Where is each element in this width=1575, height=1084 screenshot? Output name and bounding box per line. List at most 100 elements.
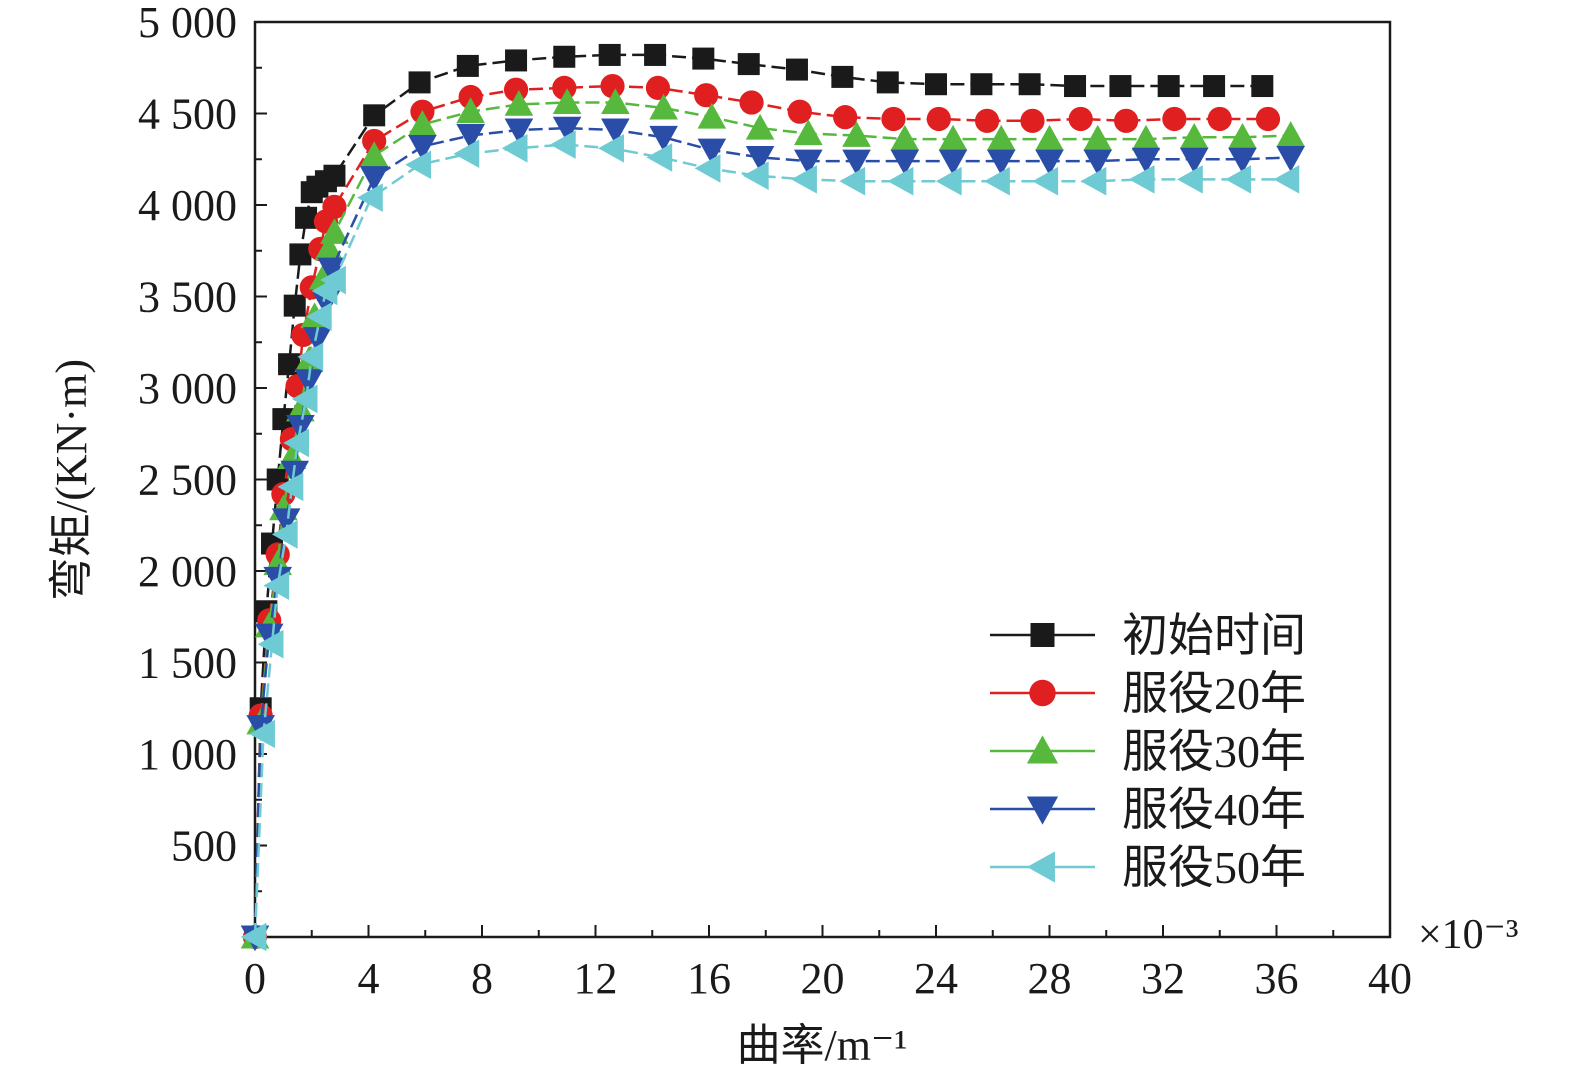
legend-item: 服役40年 — [990, 784, 1306, 835]
data-point-square — [283, 294, 306, 317]
data-point-circle — [1207, 106, 1232, 132]
data-point-triangle-down — [294, 369, 324, 395]
data-point-triangle-up — [601, 88, 630, 114]
data-point-circle — [645, 75, 671, 100]
data-point-circle — [926, 106, 951, 132]
data-point-triangle-down — [1026, 796, 1059, 825]
data-point-triangle-left — [984, 166, 1010, 196]
data-point-square — [644, 43, 667, 66]
data-point-square — [925, 73, 947, 96]
x-tick-label: 8 — [471, 954, 493, 1003]
data-point-triangle-left — [935, 166, 962, 196]
data-point-triangle-up — [456, 97, 485, 124]
y-tick-label: 1 500 — [138, 639, 237, 688]
y-tick-label: 500 — [171, 822, 237, 871]
legend-label: 服役20年 — [1122, 668, 1306, 719]
data-point-triangle-down — [649, 125, 678, 152]
x-tick-label: 24 — [914, 954, 958, 1003]
data-point-triangle-up — [1026, 735, 1059, 764]
data-point-triangle-down — [1035, 149, 1064, 176]
data-point-square — [785, 58, 808, 81]
data-point-square — [1030, 623, 1055, 647]
data-point-triangle-left — [453, 139, 480, 169]
data-point-triangle-down — [697, 138, 727, 165]
data-point-triangle-left — [1177, 165, 1203, 194]
data-point-circle — [694, 83, 719, 108]
data-point-triangle-up — [408, 110, 437, 136]
data-point-triangle-up — [890, 124, 920, 151]
data-point-circle — [322, 194, 347, 219]
data-point-circle — [1029, 679, 1056, 707]
data-point-square — [598, 43, 621, 66]
legend-label: 初始时间 — [1122, 610, 1306, 661]
data-point-square — [970, 73, 993, 96]
data-point-square — [876, 71, 899, 94]
data-point-triangle-left — [1225, 165, 1252, 194]
data-point-triangle-down — [890, 149, 920, 176]
data-point-triangle-left — [283, 428, 310, 458]
data-point-triangle-left — [1273, 165, 1300, 194]
data-point-square — [737, 53, 760, 76]
data-point-square — [289, 243, 312, 266]
data-point-square — [408, 71, 431, 94]
data-point-triangle-left — [405, 150, 432, 180]
data-point-triangle-up — [1228, 122, 1257, 149]
y-tick-label: 3 000 — [138, 364, 237, 413]
y-tick-label: 5 000 — [138, 0, 237, 47]
x-tick-label: 28 — [1028, 954, 1072, 1003]
data-point-triangle-left — [887, 166, 914, 196]
data-point-triangle-down — [254, 623, 284, 650]
data-point-circle — [600, 73, 625, 99]
legend-item: 初始时间 — [990, 610, 1306, 661]
data-point-triangle-left — [1128, 165, 1155, 194]
data-point-triangle-left — [549, 130, 576, 159]
data-point-square — [831, 65, 854, 88]
data-point-square — [278, 353, 301, 376]
data-point-circle — [362, 128, 387, 154]
data-point-triangle-down — [601, 118, 630, 145]
x-tick-label: 0 — [244, 954, 266, 1003]
legend-item: 服役30年 — [990, 726, 1306, 777]
data-point-triangle-left — [257, 629, 284, 659]
data-point-triangle-up — [504, 90, 534, 116]
y-tick-label: 2 500 — [138, 456, 237, 505]
data-point-triangle-left — [742, 161, 769, 191]
data-point-triangle-up — [314, 234, 344, 261]
data-point-square — [1251, 75, 1274, 98]
data-point-triangle-left — [277, 472, 304, 502]
data-point-square — [363, 104, 386, 127]
data-point-triangle-left — [320, 265, 346, 295]
data-point-triangle-up — [1035, 124, 1064, 151]
data-point-triangle-down — [359, 166, 389, 192]
data-point-triangle-down — [303, 327, 332, 353]
data-point-triangle-down — [504, 118, 534, 145]
data-point-triangle-left — [357, 183, 383, 212]
y-tick-label: 2 000 — [138, 547, 237, 596]
data-point-triangle-left — [598, 133, 624, 163]
y-tick-label: 4 000 — [138, 181, 237, 230]
data-point-triangle-up — [359, 141, 389, 168]
data-point-triangle-down — [794, 149, 823, 176]
data-point-triangle-up — [842, 121, 871, 147]
data-point-triangle-up — [1179, 122, 1209, 149]
data-point-triangle-left — [694, 154, 721, 183]
x-axis-multiplier: ×10⁻³ — [1418, 912, 1518, 958]
axes: 0 4 8 12 16 20 24 28 32 36 40 500 1 000 1 500 2 000 2 5… — [138, 0, 1412, 1003]
data-point-square — [456, 54, 479, 77]
series-line — [253, 84, 1268, 938]
data-point-triangle-left — [1080, 166, 1107, 196]
data-point-circle — [1255, 106, 1281, 132]
data-point-circle — [833, 105, 858, 130]
data-point-circle — [787, 99, 812, 124]
data-point-triangle-up — [938, 124, 968, 151]
data-point-triangle-up — [1131, 124, 1161, 151]
data-point-triangle-down — [271, 508, 301, 535]
y-tick-label: 3 500 — [138, 273, 237, 322]
data-point-triangle-left — [291, 384, 318, 414]
x-tick-label: 4 — [358, 954, 380, 1003]
legend-label: 服役40年 — [1122, 784, 1306, 835]
data-point-triangle-left — [1032, 166, 1059, 196]
data-point-triangle-left — [501, 133, 528, 163]
